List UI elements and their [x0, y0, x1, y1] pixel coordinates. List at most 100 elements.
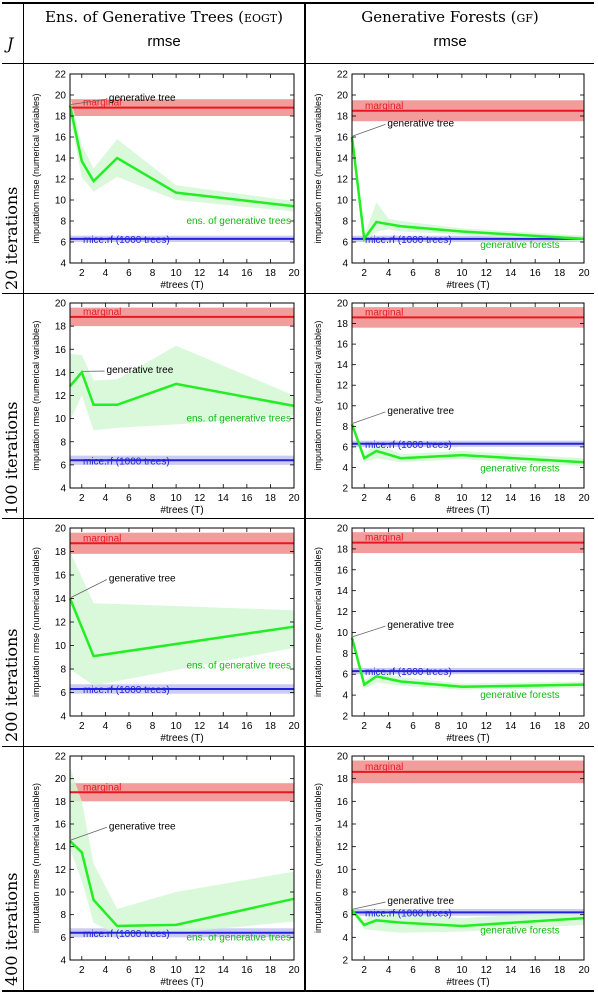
y-tick-label: 12	[55, 618, 67, 629]
series-line	[68, 105, 295, 208]
generative-tree-label: generative tree	[387, 118, 454, 129]
y-axis-label: imputation rmse (numerical variables)	[31, 93, 41, 243]
marginal-label: marginal	[83, 782, 121, 793]
series-label: ens. of generative trees	[186, 932, 291, 943]
x-tick-label: 18	[265, 268, 277, 279]
x-tick-label: 4	[103, 965, 109, 976]
y-axis-label: imputation rmse (numerical variables)	[313, 320, 323, 470]
x-tick-label: 14	[218, 721, 230, 732]
series-line	[69, 369, 295, 408]
generative-tree-label: generative tree	[109, 574, 176, 585]
series-confidence-band	[352, 134, 584, 242]
y-tick-label: 18	[337, 319, 349, 330]
x-tick-label: 20	[288, 721, 300, 732]
y-tick-label: 10	[55, 888, 67, 899]
y-tick-label: 2	[342, 956, 348, 967]
y-tick-label: 18	[337, 544, 349, 555]
x-tick-label: 8	[435, 721, 441, 732]
generative-tree-label: generative tree	[387, 620, 454, 631]
column-title-eogt-abbrev: EOGT	[243, 12, 278, 25]
y-tick-label: 16	[337, 133, 349, 144]
y-tick-label: 6	[342, 442, 348, 453]
x-tick-label: 2	[361, 493, 367, 504]
y-tick-label: 12	[337, 607, 349, 618]
row-separator-1	[2, 293, 594, 294]
y-tick-label: 18	[55, 322, 67, 333]
table-bottom-rule	[2, 990, 594, 992]
generative-tree-label: generative tree	[107, 365, 174, 376]
table-header-rule	[2, 63, 594, 64]
y-tick-label: 14	[337, 820, 349, 831]
column-title-gf: Generative Forests (GF)	[361, 8, 539, 26]
y-tick-label: 16	[55, 571, 67, 582]
x-tick-label: 8	[150, 965, 156, 976]
x-tick-label: 10	[171, 493, 183, 504]
generative-tree-pointer	[70, 579, 108, 598]
x-tick-label: 14	[218, 493, 230, 504]
x-tick-label: 2	[79, 965, 85, 976]
x-tick-label: 16	[241, 493, 253, 504]
x-tick-label: 12	[481, 965, 493, 976]
y-tick-label: 6	[60, 460, 66, 471]
plot-frame	[351, 527, 585, 717]
generative-tree-label: generative tree	[387, 896, 454, 907]
x-tick-label: 2	[361, 721, 367, 732]
x-tick-label: 10	[456, 268, 468, 279]
y-tick-label: 8	[342, 217, 348, 228]
y-tick-label: 12	[337, 175, 349, 186]
x-tick-label: 6	[126, 493, 132, 504]
series-label: generative forests	[480, 240, 560, 251]
y-tick-label: 16	[55, 133, 67, 144]
marginal-label: marginal	[365, 307, 403, 318]
iterations-symbol: J	[7, 34, 14, 53]
x-tick-label: 4	[386, 965, 392, 976]
x-tick-label: 8	[435, 268, 441, 279]
y-tick-label: 4	[342, 259, 348, 270]
series-label: ens. of generative trees	[186, 660, 291, 671]
x-tick-label: 6	[126, 721, 132, 732]
x-axis-label: #trees (T)	[446, 505, 489, 516]
marginal-label: marginal	[83, 533, 121, 544]
x-tick-label: 2	[361, 965, 367, 976]
x-tick-label: 20	[288, 965, 300, 976]
y-tick-label: 14	[55, 594, 67, 605]
generative-tree-label: generative tree	[387, 406, 454, 417]
x-tick-label: 14	[505, 721, 517, 732]
y-tick-label: 4	[342, 933, 348, 944]
x-tick-label: 8	[150, 721, 156, 732]
y-tick-label: 20	[337, 524, 349, 535]
x-tick-label: 2	[79, 268, 85, 279]
x-tick-label: 12	[481, 493, 493, 504]
x-tick-label: 14	[505, 268, 517, 279]
plot-frame	[69, 755, 295, 961]
plot-eogt-100-iterations: 4 6 8 10 12 14 16 18 20 2 4 6 8 10 12 14 16 18 20 #trees (T…	[31, 299, 300, 517]
y-tick-label: 20	[337, 91, 349, 102]
x-tick-label: 6	[410, 493, 416, 504]
x-tick-label: 10	[171, 268, 183, 279]
x-tick-label: 16	[241, 965, 253, 976]
mice-label: mice.rf (1000 trees)	[83, 235, 170, 246]
x-tick-label: 6	[410, 965, 416, 976]
x-tick-label: 4	[103, 493, 109, 504]
column-title-eogt-text: Ens. of Generative Trees	[45, 8, 234, 26]
series-confidence-band	[352, 907, 584, 933]
x-axis-label: #trees (T)	[160, 280, 203, 291]
x-tick-label: 8	[150, 493, 156, 504]
y-tick-label: 22	[55, 70, 67, 81]
x-tick-label: 4	[103, 721, 109, 732]
y-tick-label: 18	[337, 774, 349, 785]
x-tick-label: 10	[456, 965, 468, 976]
x-tick-label: 12	[194, 268, 206, 279]
x-tick-label: 12	[194, 965, 206, 976]
generative-tree-pointer	[352, 411, 386, 424]
column-metric-eogt: rmse	[147, 33, 181, 50]
x-tick-label: 16	[241, 268, 253, 279]
y-tick-label: 20	[55, 774, 67, 785]
plot-frame	[351, 73, 585, 264]
y-tick-label: 2	[342, 484, 348, 495]
y-axis-label: imputation rmse (numerical variables)	[31, 320, 41, 470]
y-axis-label: imputation rmse (numerical variables)	[31, 783, 41, 933]
y-tick-label: 14	[55, 368, 67, 379]
y-tick-label: 16	[337, 797, 349, 808]
y-tick-label: 4	[60, 259, 66, 270]
